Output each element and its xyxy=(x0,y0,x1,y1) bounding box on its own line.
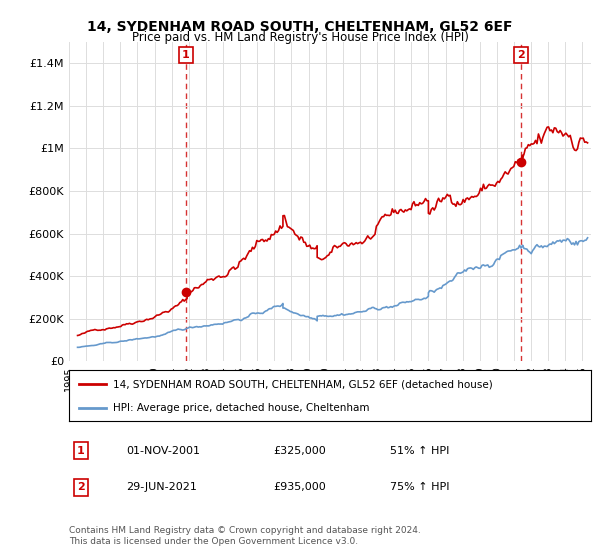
Text: Contains HM Land Registry data © Crown copyright and database right 2024.
This d: Contains HM Land Registry data © Crown c… xyxy=(69,526,421,546)
Text: 2: 2 xyxy=(77,482,85,492)
Text: HPI: Average price, detached house, Cheltenham: HPI: Average price, detached house, Chel… xyxy=(113,403,370,413)
Text: 14, SYDENHAM ROAD SOUTH, CHELTENHAM, GL52 6EF (detached house): 14, SYDENHAM ROAD SOUTH, CHELTENHAM, GL5… xyxy=(113,379,493,389)
Text: 51% ↑ HPI: 51% ↑ HPI xyxy=(390,446,449,456)
Text: 1: 1 xyxy=(182,50,190,60)
Text: 29-JUN-2021: 29-JUN-2021 xyxy=(126,482,197,492)
Text: 1: 1 xyxy=(77,446,85,456)
Text: £325,000: £325,000 xyxy=(273,446,326,456)
Text: £935,000: £935,000 xyxy=(273,482,326,492)
Text: Price paid vs. HM Land Registry's House Price Index (HPI): Price paid vs. HM Land Registry's House … xyxy=(131,31,469,44)
Text: 01-NOV-2001: 01-NOV-2001 xyxy=(126,446,200,456)
Text: 14, SYDENHAM ROAD SOUTH, CHELTENHAM, GL52 6EF: 14, SYDENHAM ROAD SOUTH, CHELTENHAM, GL5… xyxy=(87,20,513,34)
Text: 2: 2 xyxy=(517,50,525,60)
Text: 75% ↑ HPI: 75% ↑ HPI xyxy=(390,482,449,492)
